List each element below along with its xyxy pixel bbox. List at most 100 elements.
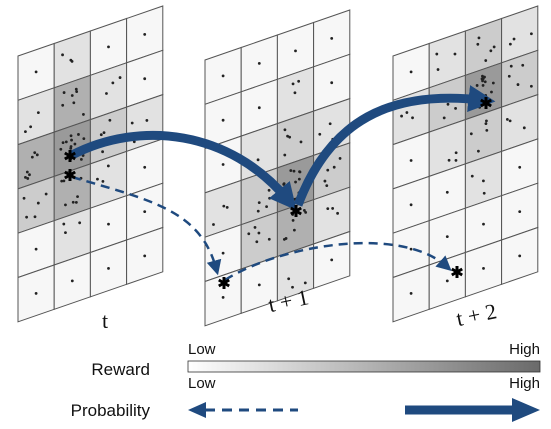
sample-dot [522,126,526,130]
sample-dot [288,135,292,139]
legend-high: High [509,341,540,358]
sample-dot [325,184,329,188]
stars [64,97,492,289]
sample-dot [326,207,330,211]
legend-title: Probability [71,401,151,420]
sample-dot [221,163,225,166]
sample-dot [25,170,29,174]
arrows [69,85,496,282]
sample-dot [26,177,30,180]
sample-dot [79,157,83,161]
sample-dot [477,36,481,40]
sample-dot [33,151,37,155]
sample-dot [143,33,147,36]
high-prob-arrow [69,130,297,211]
sample-dot [106,164,110,168]
sample-dot [475,84,479,87]
sample-dot [323,179,327,183]
sample-dot [518,254,522,258]
high-prob-arrow [293,85,496,207]
sample-dot [22,196,26,200]
sample-dot [286,185,290,189]
sample-dot [289,169,293,172]
sample-dot [101,150,104,154]
sample-dot [28,173,31,177]
sample-dot [257,62,261,65]
sample-dot [107,222,110,226]
sample-dot [298,170,302,174]
sample-dot [130,121,134,125]
sample-dot [529,84,533,88]
sample-dot [253,226,257,229]
sample-dot [102,131,106,135]
sample-dot [445,235,449,239]
grids [17,5,539,327]
legend-title: Reward [91,360,150,379]
reward-gradient [187,360,541,373]
sample-dot [287,277,291,281]
grid [392,5,539,323]
sample-dot [221,251,225,255]
sample-dot [24,175,27,179]
star-stroke [480,98,492,108]
sample-dot [454,158,458,162]
sample-dot [108,118,112,122]
sample-dot [529,32,533,36]
sample-dot [299,140,303,144]
sample-dot [481,79,484,83]
sample-dot [435,52,439,56]
sample-dot [489,49,493,53]
sample-dot [71,200,75,204]
sample-dot [400,114,403,118]
sample-dot [286,134,289,138]
sample-dot [476,42,480,46]
state-marker [64,169,76,181]
sample-dot [484,122,488,126]
sample-dot [409,70,413,74]
sample-dot [507,74,511,78]
sample-dot [36,201,40,205]
sample-dot [338,157,342,160]
sample-dot [61,141,65,145]
sample-dot [442,116,446,120]
sample-dot [60,179,64,183]
sample-dot [297,177,301,181]
star-stroke [451,267,463,277]
sample-dot [283,128,287,132]
sample-dot [62,179,66,183]
sample-dot [436,68,440,71]
low-prob-head [188,402,206,418]
sample-dot [143,210,147,214]
sample-dot [256,209,260,213]
legend-high: High [509,375,540,392]
sample-dot [411,116,414,120]
sample-dot [34,247,38,251]
sample-dot [505,117,509,121]
sample-dot [221,74,225,78]
sample-dot [454,151,458,155]
sample-dot [70,279,74,283]
sample-dot [294,49,297,53]
sample-dot [257,283,261,287]
sample-dot [453,52,457,56]
sample-dot [470,174,474,178]
sample-dot [518,210,522,214]
sample-dot [331,207,335,210]
state-marker [451,266,463,278]
star-stroke [64,170,76,180]
sample-dot [481,74,484,78]
sample-dot [64,231,67,235]
state-marker [64,150,76,162]
sample-dot [409,292,413,295]
star-stroke [290,206,302,216]
sample-dot [111,81,115,85]
sample-dot [483,80,487,84]
sample-dot [74,200,78,204]
sample-dot [29,125,33,129]
sample-dot [225,205,229,209]
sample-dot [485,119,488,123]
sample-dot [445,190,449,194]
sample-dot [107,45,110,49]
star-stroke [64,151,76,161]
sample-dot [330,37,334,40]
